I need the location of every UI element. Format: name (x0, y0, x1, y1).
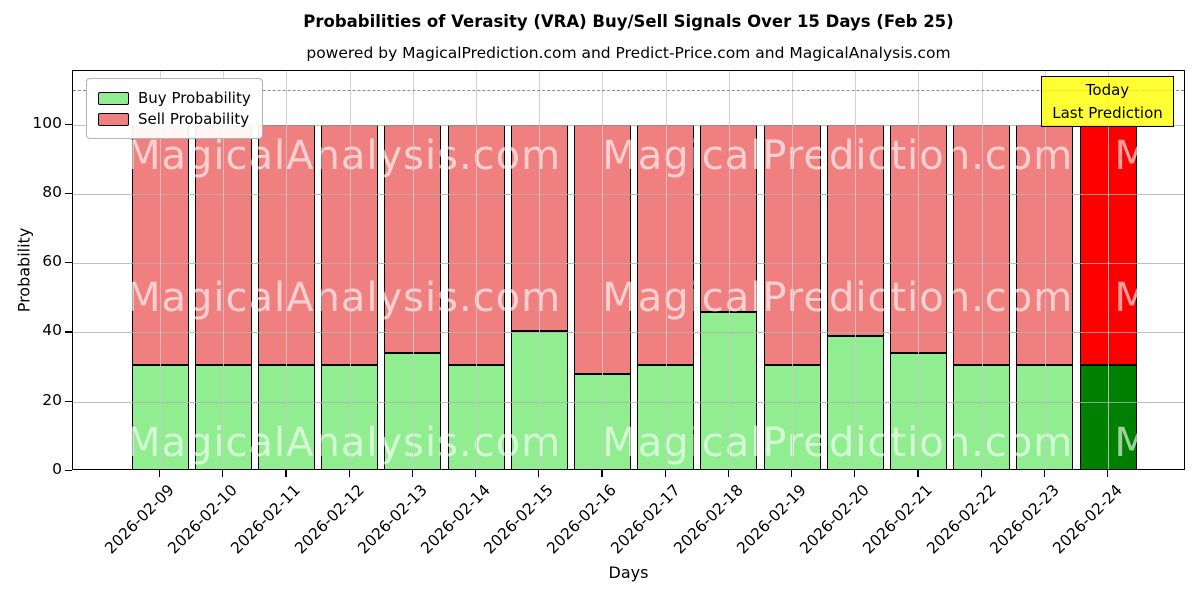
x-tick-mark (601, 470, 603, 477)
y-tick-mark (65, 192, 72, 194)
x-tick-mark (411, 470, 413, 477)
x-gridline (918, 71, 920, 469)
x-tick-mark (1043, 470, 1045, 477)
y-gridline (73, 401, 1184, 403)
y-gridline (73, 263, 1184, 265)
x-gridline (349, 71, 351, 469)
x-tick-mark (159, 470, 161, 477)
x-gridline (602, 71, 604, 469)
x-axis-label: Days (608, 563, 649, 582)
y-tick-label: 0 (52, 460, 62, 478)
sell-color-swatch (98, 112, 129, 126)
y-tick-mark (65, 123, 72, 125)
y-tick-label: 100 (32, 113, 62, 132)
x-tick-mark (664, 470, 666, 477)
y-gridline (73, 332, 1184, 334)
x-gridline (728, 71, 730, 469)
y-tick-label: 40 (42, 321, 62, 340)
y-tick-label: 20 (42, 390, 62, 409)
legend-label-sell: Sell Probability (138, 110, 250, 128)
x-gridline (160, 71, 161, 469)
y-tick-mark (65, 400, 72, 402)
x-tick-mark (348, 470, 350, 477)
chart-title: Probabilities of Verasity (VRA) Buy/Sell… (303, 12, 954, 31)
x-tick-mark (854, 470, 856, 477)
legend-item-buy: Buy Probability (98, 89, 251, 107)
x-tick-mark (791, 470, 793, 477)
x-tick-mark (917, 470, 919, 477)
x-gridline (223, 71, 225, 469)
x-tick-mark (980, 470, 982, 477)
today-annotation-line1: Today (1085, 81, 1130, 99)
watermark-text: MagicalAnalysis.com MagicalPrediction.co… (126, 133, 1184, 179)
x-gridline (1044, 71, 1046, 469)
chart-subtitle: powered by MagicalPrediction.com and Pre… (306, 44, 951, 62)
watermark-text: MagicalAnalysis.com MagicalPrediction.co… (126, 420, 1184, 466)
x-tick-mark (285, 470, 287, 477)
y-tick-mark (65, 470, 72, 472)
x-gridline (665, 71, 667, 469)
plot-area: Buy Probability Sell Probability Today L… (72, 70, 1185, 470)
legend-label-buy: Buy Probability (138, 89, 251, 107)
y-tick-mark (65, 331, 72, 333)
dashed-threshold-line (73, 89, 1184, 91)
today-annotation-line2: Last Prediction (1052, 103, 1163, 122)
watermark-text: MagicalAnalysis.com MagicalPrediction.co… (126, 275, 1184, 321)
x-gridline (412, 71, 414, 469)
x-gridline (981, 71, 983, 469)
chart-legend: Buy Probability Sell Probability (86, 78, 263, 139)
x-gridline (539, 71, 541, 469)
x-gridline (855, 71, 857, 469)
y-gridline (73, 193, 1184, 195)
x-gridline (476, 71, 477, 469)
x-gridline (286, 71, 288, 469)
x-tick-mark (727, 470, 729, 477)
x-gridline (1108, 71, 1109, 469)
x-tick-mark (1107, 470, 1109, 477)
x-tick-mark (222, 470, 224, 477)
y-tick-mark (65, 262, 72, 264)
x-gridline (792, 71, 793, 469)
x-tick-mark (538, 470, 540, 477)
y-tick-label: 60 (42, 252, 62, 271)
y-tick-label: 80 (42, 182, 62, 201)
legend-item-sell: Sell Probability (98, 110, 251, 128)
today-annotation-box: Today Last Prediction (1041, 76, 1174, 127)
buy-color-swatch (98, 91, 129, 105)
y-gridline (73, 124, 1184, 126)
x-tick-mark (475, 470, 477, 477)
